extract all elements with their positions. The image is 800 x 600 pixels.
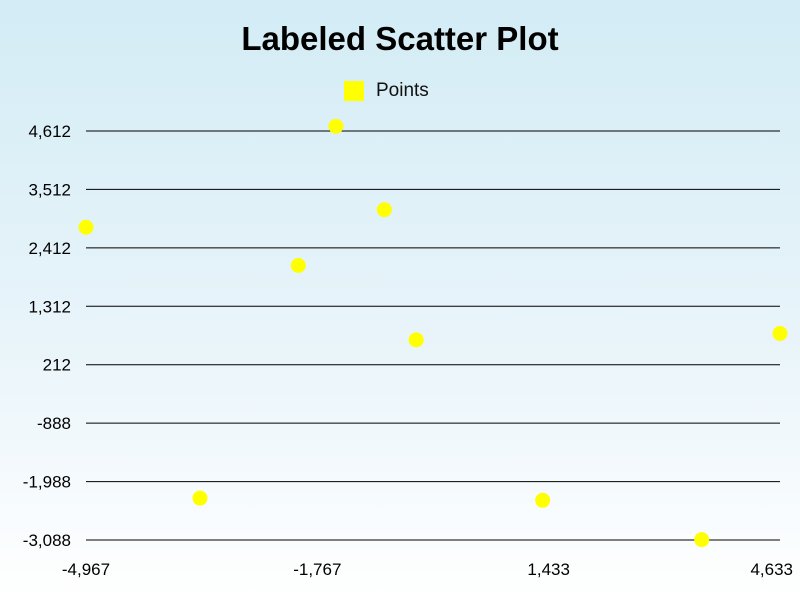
legend: Points bbox=[344, 80, 429, 102]
data-point bbox=[772, 325, 788, 341]
data-point bbox=[408, 332, 424, 348]
x-tick-label: -1,767 bbox=[293, 560, 341, 579]
legend-label: Points bbox=[376, 80, 429, 101]
grid-layer bbox=[86, 130, 780, 541]
y-tick-label: -1,988 bbox=[23, 473, 71, 492]
y-tick-labels: 4,612 3,512 2,412 1,312 212 -888 -1,988 -3,088 bbox=[23, 122, 71, 550]
data-point bbox=[535, 492, 551, 508]
data-point bbox=[376, 202, 392, 218]
y-tick-label: 212 bbox=[43, 356, 71, 375]
points-layer bbox=[78, 118, 788, 548]
y-tick-label: 1,312 bbox=[28, 297, 71, 316]
y-tick-label: 2,412 bbox=[28, 239, 71, 258]
x-tick-label: 1,433 bbox=[527, 560, 570, 579]
data-point bbox=[694, 532, 710, 548]
data-point bbox=[328, 118, 344, 134]
y-tick-label: -3,088 bbox=[23, 531, 71, 550]
x-tick-labels: -4,967 -1,767 1,433 4,633 bbox=[62, 560, 793, 579]
data-point bbox=[78, 219, 94, 235]
y-tick-label: 3,512 bbox=[28, 180, 71, 199]
x-tick-label: -4,967 bbox=[62, 560, 110, 579]
y-tick-label: -888 bbox=[37, 414, 71, 433]
chart-title: Labeled Scatter Plot bbox=[241, 20, 559, 57]
data-point bbox=[192, 490, 208, 506]
x-tick-label: 4,633 bbox=[750, 560, 793, 579]
legend-swatch bbox=[344, 81, 364, 101]
data-point bbox=[290, 257, 306, 273]
y-tick-label: 4,612 bbox=[28, 122, 71, 141]
